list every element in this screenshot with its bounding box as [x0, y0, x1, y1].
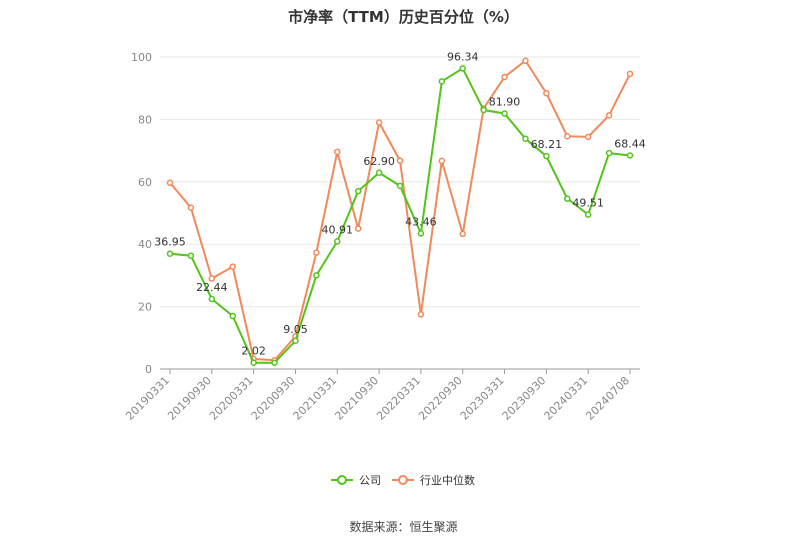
data-point[interactable]: [543, 152, 550, 160]
data-point[interactable]: [313, 272, 320, 279]
data-point[interactable]: [208, 295, 216, 303]
data-label: 62.90: [363, 155, 395, 168]
data-point[interactable]: [605, 149, 613, 157]
data-label: 49.51: [572, 197, 604, 210]
data-label: 68.44: [614, 137, 646, 150]
data-point[interactable]: [271, 359, 278, 367]
legend-item[interactable]: 行业中位数: [392, 473, 475, 487]
x-tick-label: 20220331: [374, 374, 423, 423]
data-point[interactable]: [250, 359, 257, 366]
data-point[interactable]: [187, 204, 195, 211]
data-point[interactable]: [480, 106, 487, 114]
data-point[interactable]: [626, 152, 634, 159]
series-0: [166, 65, 634, 367]
legend-marker: [337, 475, 347, 485]
series-1: [166, 57, 634, 364]
data-point[interactable]: [584, 133, 592, 141]
data-point[interactable]: [501, 110, 508, 117]
data-label: 43.46: [405, 215, 437, 228]
x-tick-label: 20240708: [583, 374, 632, 423]
data-point[interactable]: [459, 65, 466, 72]
data-point[interactable]: [522, 57, 529, 64]
y-tick-label: 20: [138, 301, 152, 314]
chart-title: 市净率（TTM）历史百分位（%）: [288, 8, 519, 26]
x-tick-label: 20200930: [249, 374, 298, 423]
data-point[interactable]: [354, 187, 362, 195]
data-source: 数据来源：恒生聚源: [349, 520, 458, 534]
data-point[interactable]: [584, 211, 592, 218]
data-point[interactable]: [396, 182, 404, 190]
data-point[interactable]: [417, 230, 425, 237]
data-label: 68.21: [531, 138, 563, 151]
x-tick-label: 20210930: [332, 374, 381, 423]
y-tick-label: 100: [131, 51, 152, 64]
series-line: [169, 59, 631, 362]
x-tick-label: 20240331: [542, 374, 591, 423]
data-label: 9.05: [283, 323, 308, 336]
legend[interactable]: 公司 行业中位数: [331, 473, 475, 487]
data-point[interactable]: [187, 252, 195, 259]
series-lines: [166, 57, 634, 367]
data-point[interactable]: [313, 249, 320, 256]
y-tick-label: 60: [138, 176, 152, 189]
x-tick-label: 20230930: [500, 374, 549, 423]
data-point[interactable]: [375, 119, 383, 126]
data-label: 40.91: [322, 223, 354, 236]
x-tick-label: 20190930: [165, 374, 214, 423]
data-point[interactable]: [334, 148, 341, 156]
data-point[interactable]: [354, 225, 362, 232]
data-point[interactable]: [522, 135, 529, 142]
y-tick-label: 0: [145, 363, 152, 376]
data-point[interactable]: [543, 89, 550, 97]
data-point[interactable]: [208, 275, 216, 282]
y-tick-label: 40: [138, 238, 152, 251]
data-label: 2.02: [241, 345, 266, 358]
data-point[interactable]: [229, 312, 236, 320]
data-label: 36.95: [154, 236, 186, 249]
y-tick-label: 80: [138, 113, 152, 126]
data-point[interactable]: [166, 250, 174, 257]
data-point[interactable]: [564, 195, 571, 202]
legend-item[interactable]: 公司: [331, 474, 381, 487]
x-axis: 2019033120190930202003312020093020210331…: [123, 368, 640, 423]
x-tick-label: 20200331: [207, 374, 256, 423]
legend-label: 公司: [359, 474, 381, 487]
data-point[interactable]: [417, 311, 425, 318]
x-tick-label: 20220930: [416, 374, 465, 423]
data-point[interactable]: [292, 337, 299, 345]
data-point[interactable]: [229, 263, 236, 270]
data-point[interactable]: [166, 179, 174, 186]
x-tick-label: 20190331: [123, 374, 172, 423]
data-label: 22.44: [196, 281, 228, 294]
data-point[interactable]: [564, 132, 571, 140]
data-point[interactable]: [459, 230, 466, 238]
data-point[interactable]: [375, 169, 383, 177]
data-point[interactable]: [438, 78, 446, 85]
data-label: 96.34: [447, 50, 479, 63]
series-line: [169, 66, 631, 364]
y-axis-ticks: 0 20 40 60 80 100: [131, 51, 152, 376]
x-tick-label: 20210331: [291, 374, 340, 423]
data-point[interactable]: [626, 70, 634, 78]
grid-lines: [160, 56, 640, 370]
legend-marker: [398, 475, 408, 485]
legend-label: 行业中位数: [420, 473, 475, 487]
x-tick-label: 20230331: [458, 374, 507, 423]
data-label: 81.90: [489, 95, 521, 108]
data-point[interactable]: [396, 157, 404, 164]
data-labels: 36.95 22.44 2.02 9.05 40.91 62.90 43.46 96.34 81…: [154, 50, 646, 357]
data-point[interactable]: [334, 238, 341, 245]
data-point[interactable]: [605, 112, 613, 119]
data-point[interactable]: [501, 73, 508, 81]
data-point[interactable]: [438, 157, 446, 165]
